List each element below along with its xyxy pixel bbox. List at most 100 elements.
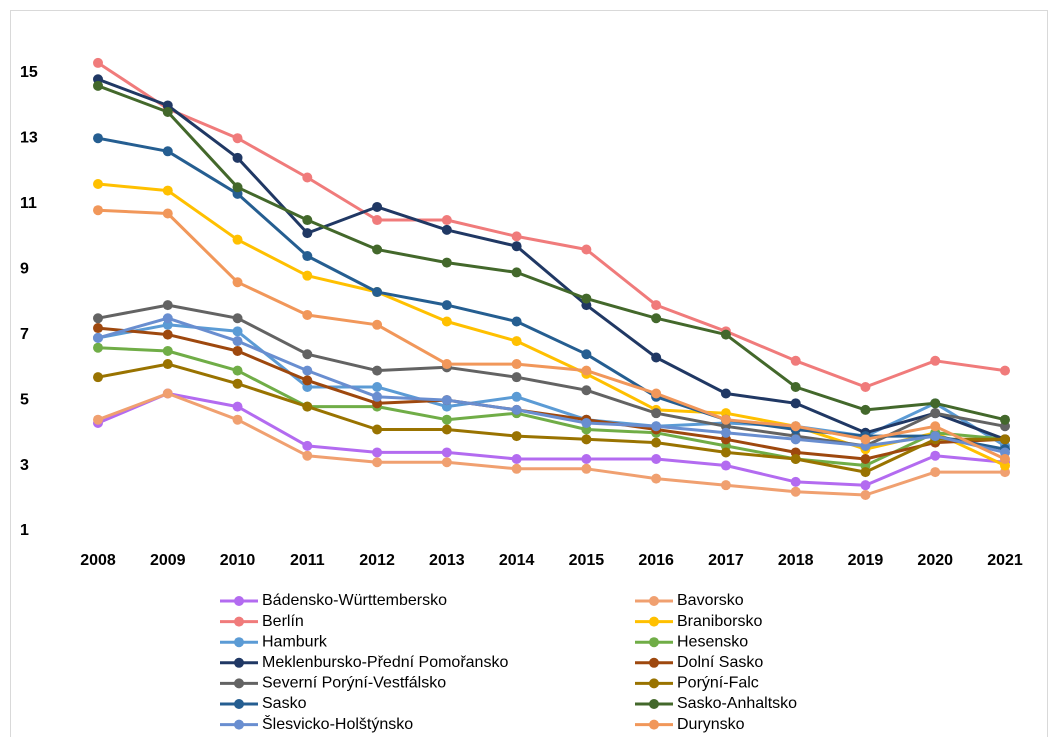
x-tick-label: 2019 [848, 552, 884, 569]
legend-label: Bavorsko [677, 592, 744, 609]
data-point [720, 329, 731, 340]
y-tick-label: 15 [20, 64, 38, 81]
x-tick-label: 2015 [569, 552, 605, 569]
data-point [581, 417, 592, 428]
data-point [93, 80, 103, 91]
series [93, 57, 1010, 392]
legend-marker [649, 699, 659, 709]
data-point [93, 133, 103, 144]
data-point [232, 182, 243, 193]
data-point [232, 277, 243, 288]
data-point [581, 293, 592, 304]
series-line [97, 392, 1005, 497]
data-point [581, 434, 592, 445]
data-point [720, 414, 731, 425]
data-point [372, 201, 383, 212]
legend-label: Bádensko-Württembersko [262, 592, 447, 609]
data-point [1000, 453, 1010, 464]
data-point [232, 365, 243, 376]
data-point [232, 401, 243, 412]
data-point [372, 457, 383, 468]
data-point [511, 453, 522, 464]
data-point [93, 342, 103, 353]
data-point [302, 215, 313, 226]
data-point [372, 319, 383, 330]
legend-label: Sasko-Anhaltsko [677, 695, 797, 712]
y-tick-label: 5 [20, 391, 29, 408]
legend-marker [234, 596, 244, 606]
data-point [651, 313, 662, 324]
data-point [511, 267, 522, 278]
data-point [302, 365, 313, 376]
legend-marker [234, 719, 244, 730]
data-point [511, 231, 522, 242]
data-point [302, 349, 313, 360]
data-point [372, 365, 383, 376]
y-tick-label: 7 [20, 326, 29, 343]
data-point [93, 57, 103, 68]
x-tick-label: 2016 [638, 552, 674, 569]
data-point [581, 463, 592, 474]
legend-label: Hesensko [677, 633, 748, 650]
data-point [860, 404, 871, 415]
data-point [930, 421, 941, 432]
data-point [441, 257, 452, 268]
series-line [97, 136, 1006, 451]
data-point [93, 205, 103, 216]
data-point [441, 215, 452, 226]
data-point [162, 208, 173, 219]
data-point [162, 146, 173, 157]
series-line [97, 326, 1006, 461]
legend-marker [649, 637, 659, 648]
data-point [720, 447, 731, 458]
data-point [441, 359, 452, 370]
data-point [790, 381, 801, 392]
data-point [581, 385, 592, 396]
data-point [790, 453, 801, 464]
data-point [581, 349, 592, 360]
y-tick-label: 13 [20, 129, 38, 146]
x-tick-label: 2018 [778, 552, 814, 569]
data-point [441, 224, 452, 235]
data-point [93, 179, 103, 190]
x-tick-label: 2009 [150, 552, 186, 569]
data-point [651, 352, 662, 363]
legend-marker [234, 637, 244, 648]
series-line [97, 208, 1006, 461]
data-point [860, 489, 871, 500]
legend-label: Sasko [262, 695, 307, 712]
data-point [790, 355, 801, 366]
data-point [162, 313, 173, 324]
data-point [581, 365, 592, 376]
data-point [1000, 434, 1010, 445]
series-line [97, 346, 1006, 467]
data-point [790, 476, 801, 487]
data-point [93, 372, 103, 383]
data-point [232, 414, 243, 425]
data-point [720, 427, 731, 438]
data-point [441, 395, 452, 406]
data-point [511, 463, 522, 474]
data-point [93, 414, 103, 425]
data-point [651, 300, 662, 311]
data-point [930, 467, 941, 478]
data-point [930, 431, 941, 442]
data-point [162, 329, 173, 340]
legend-label: Meklenbursko-Přední Pomořansko [262, 654, 508, 671]
data-point [372, 287, 383, 298]
legend-label: Durynsko [677, 716, 745, 733]
data-point [790, 398, 801, 409]
data-point [930, 450, 941, 461]
data-point [720, 480, 731, 491]
x-tick-label: 2020 [917, 552, 953, 569]
data-point [302, 450, 313, 461]
series-line [97, 362, 1005, 474]
series-line [97, 392, 1006, 487]
data-point [511, 241, 522, 252]
x-tick-label: 2012 [359, 552, 395, 569]
data-point [372, 244, 383, 255]
data-point [302, 270, 313, 281]
data-point [860, 467, 871, 478]
data-point [860, 434, 871, 445]
